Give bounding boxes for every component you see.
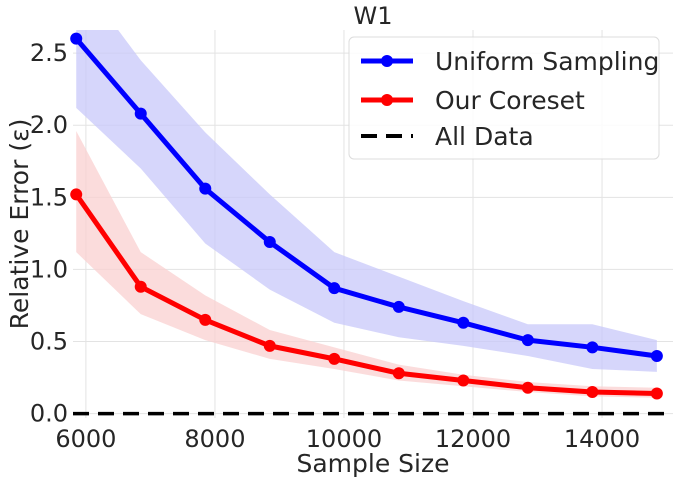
- legend-uniform-label: Uniform Sampling: [435, 47, 659, 76]
- legend-coreset-label: Our Coreset: [435, 86, 585, 115]
- series-markers: [70, 32, 663, 400]
- chart-title: W1: [354, 2, 393, 30]
- legend-coreset-marker: [381, 94, 393, 106]
- x-tick-label: 12000: [435, 425, 511, 453]
- x-axis-label: Sample Size: [296, 449, 449, 478]
- x-tick-label: 6000: [55, 425, 116, 453]
- x-tick-labels: 6000 8000 10000 12000 14000: [55, 425, 640, 453]
- our-coreset-point: [586, 386, 599, 399]
- our-coreset-point: [328, 352, 341, 365]
- our-coreset-line: [74, 192, 657, 396]
- uniform-sampling-point: [134, 107, 147, 120]
- y-tick-label: 2.0: [30, 111, 68, 139]
- our-coreset-point: [521, 381, 534, 394]
- legend-alldata-label: All Data: [435, 122, 534, 151]
- y-axis-label: Relative Error (ε): [5, 119, 34, 330]
- our-coreset-point: [134, 280, 147, 293]
- x-tick-label: 14000: [564, 425, 640, 453]
- uniform-sampling-point: [521, 334, 534, 347]
- x-tick-label: 8000: [184, 425, 245, 453]
- uniform-sampling-point: [586, 341, 599, 354]
- y-tick-labels: 0.0 0.5 1.0 1.5 2.0 2.5: [30, 39, 68, 428]
- our-coreset-point: [199, 313, 212, 326]
- y-tick-label: 1.0: [30, 255, 68, 283]
- x-tick-label: 10000: [306, 425, 382, 453]
- legend: Uniform Sampling Our Coreset All Data: [348, 36, 660, 160]
- our-coreset-point: [457, 374, 470, 387]
- y-tick-label: 1.5: [30, 183, 68, 211]
- confidence-bands: [76, 30, 657, 398]
- y-tick-label: 0.0: [30, 400, 68, 428]
- our-coreset-band: [76, 130, 657, 398]
- our-coreset-point: [650, 387, 663, 400]
- uniform-sampling-line: [74, 37, 658, 359]
- uniform-sampling-point: [650, 349, 663, 362]
- uniform-sampling-band: [76, 30, 657, 372]
- our-coreset-point: [70, 188, 83, 201]
- our-coreset-point: [263, 339, 276, 352]
- y-tick-label: 0.5: [30, 328, 68, 356]
- uniform-sampling-point: [263, 236, 276, 249]
- series-lines: [73, 37, 673, 416]
- y-tick-label: 2.5: [30, 39, 68, 67]
- our-coreset-point: [392, 367, 405, 380]
- legend-uniform-marker: [381, 55, 393, 67]
- uniform-sampling-point: [70, 32, 83, 45]
- uniform-sampling-point: [328, 282, 341, 295]
- legend-box: [348, 36, 660, 160]
- uniform-sampling-point: [199, 182, 212, 195]
- uniform-sampling-point: [392, 300, 405, 313]
- uniform-sampling-point: [457, 316, 470, 329]
